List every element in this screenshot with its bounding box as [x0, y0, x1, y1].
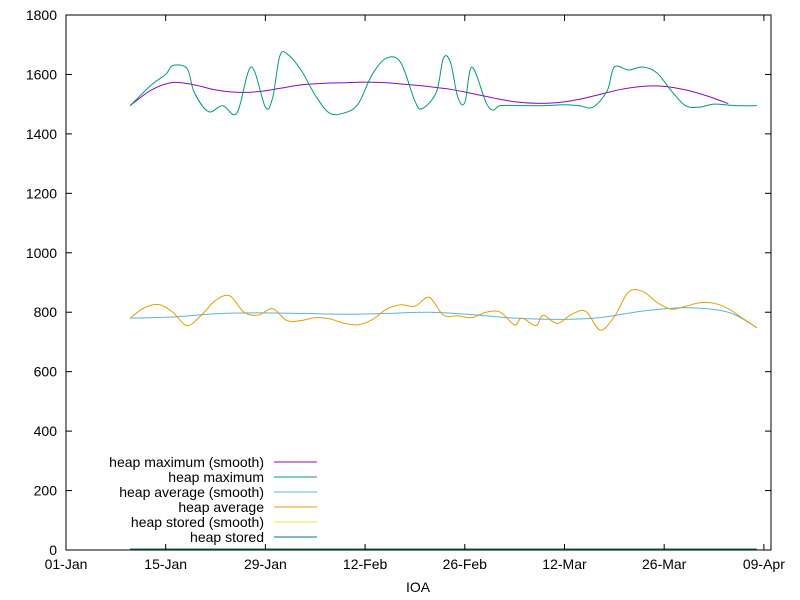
y-tick-label: 1800 [26, 7, 57, 23]
x-tick-label: 01-Jan [45, 556, 88, 572]
y-tick-label: 1200 [26, 185, 57, 201]
x-tick-label: 26-Feb [443, 556, 488, 572]
y-tick-label: 1600 [26, 66, 57, 82]
series-line-2 [130, 307, 758, 329]
series-layer [129, 51, 758, 550]
y-tick-label: 0 [49, 542, 57, 558]
x-tick-label: 12-Feb [343, 556, 388, 572]
x-tick-label: 12-Mar [542, 556, 587, 572]
x-tick-label: 29-Jan [244, 556, 287, 572]
y-tick-label: 1400 [26, 126, 57, 142]
legend-label: heap maximum [168, 469, 264, 485]
x-axis: 01-Jan 15-Jan 29-Jan 12-Feb 26-Feb 12-Mar 26-M… [45, 15, 785, 572]
y-tick-label: 200 [34, 483, 58, 499]
x-axis-title: IOA [406, 579, 431, 595]
y-axis: 0 200 400 600 800 1000 1200 1400 1600 1800 [26, 7, 771, 558]
series-line-3 [129, 288, 758, 331]
legend-label: heap maximum (smooth) [109, 454, 264, 470]
x-tick-label: 09-Apr [743, 556, 785, 572]
y-tick-label: 1000 [26, 245, 57, 261]
legend-label: heap average (smooth) [119, 484, 264, 500]
legend-label: heap average [178, 499, 264, 515]
y-tick-label: 400 [34, 423, 58, 439]
series-line-0 [129, 81, 729, 107]
y-tick-label: 600 [34, 364, 58, 380]
legend-label: heap stored [190, 529, 264, 545]
y-tick-label: 800 [34, 304, 58, 320]
x-tick-label: 15-Jan [144, 556, 187, 572]
series-line-1 [129, 51, 757, 116]
plot-frame [65, 14, 772, 551]
legend-label: heap stored (smooth) [131, 514, 264, 530]
x-tick-label: 26-Mar [642, 556, 687, 572]
